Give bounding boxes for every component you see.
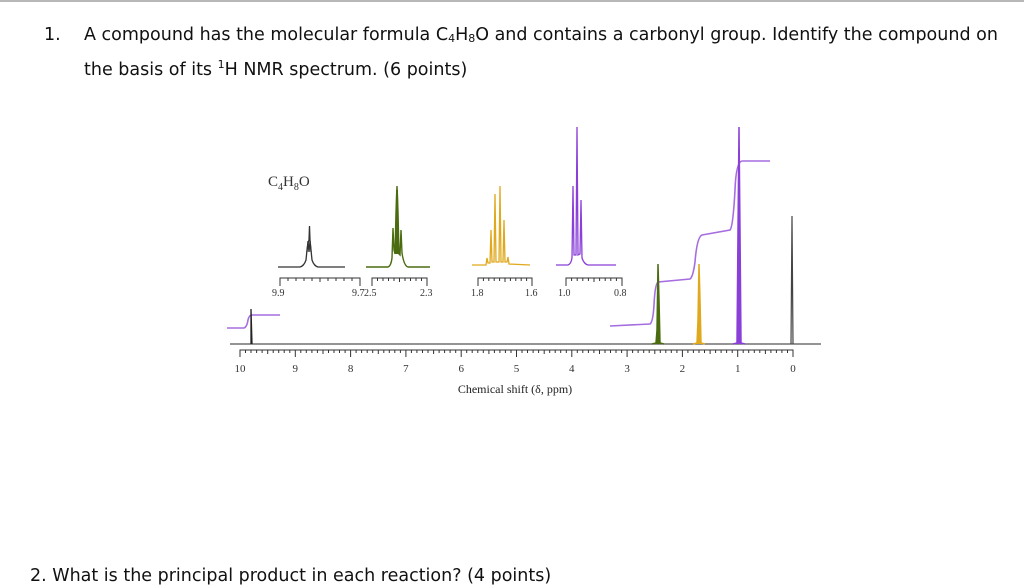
inset-scale-labels: 9.9 9.7 2.5 2.3 1.8 1.6 1.0 0.8 [272, 288, 627, 299]
inset-purple-peak [556, 126, 616, 266]
svg-text:3: 3 [624, 363, 630, 375]
svg-text:1.0: 1.0 [558, 288, 571, 299]
formula-label: C4H8O [268, 174, 310, 193]
svg-text:1: 1 [735, 363, 741, 375]
inset-gold-peak [472, 185, 531, 266]
inset-green-peak [366, 185, 430, 268]
inset-aldehyde-peak [278, 225, 345, 268]
svg-text:9: 9 [293, 363, 299, 375]
svg-text:7: 7 [403, 363, 409, 375]
svg-text:1.6: 1.6 [525, 288, 538, 299]
svg-text:6: 6 [458, 363, 464, 375]
x-axis-title: Chemical shift (δ, ppm) [458, 382, 572, 396]
svg-text:9.9: 9.9 [272, 288, 285, 299]
svg-text:4: 4 [569, 363, 575, 375]
x-axis-labels: 10 9 8 7 6 5 4 3 2 1 0 [235, 363, 797, 375]
inset-scales [279, 277, 623, 286]
svg-text:2: 2 [680, 363, 686, 375]
svg-text:5: 5 [514, 363, 520, 375]
x-axis [239, 349, 794, 357]
svg-text:10: 10 [235, 363, 247, 375]
svg-text:2.5: 2.5 [364, 288, 377, 299]
svg-text:8: 8 [348, 363, 354, 375]
question-text: A compound has the molecular formula C4H… [84, 25, 998, 80]
svg-text:2.3: 2.3 [420, 288, 433, 299]
svg-text:9.7: 9.7 [352, 288, 365, 299]
main-spectrum [230, 126, 821, 345]
svg-text:0.8: 0.8 [614, 288, 627, 299]
question-number: 1. [44, 25, 61, 45]
svg-text:1.8: 1.8 [471, 288, 484, 299]
svg-text:0: 0 [790, 363, 796, 375]
top-border [0, 0, 1024, 2]
question-2-text-clipped: 2. What is the principal product in each… [30, 566, 552, 586]
